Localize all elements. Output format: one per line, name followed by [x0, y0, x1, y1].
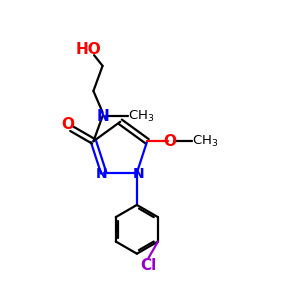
Text: O: O: [61, 117, 74, 132]
Text: N: N: [96, 109, 109, 124]
Text: HO: HO: [75, 42, 101, 57]
Text: N: N: [95, 167, 107, 181]
Text: CH$_3$: CH$_3$: [192, 134, 218, 149]
Text: Cl: Cl: [140, 258, 156, 273]
Text: O: O: [164, 134, 176, 149]
Text: CH$_3$: CH$_3$: [128, 109, 154, 124]
Text: N: N: [133, 167, 144, 181]
